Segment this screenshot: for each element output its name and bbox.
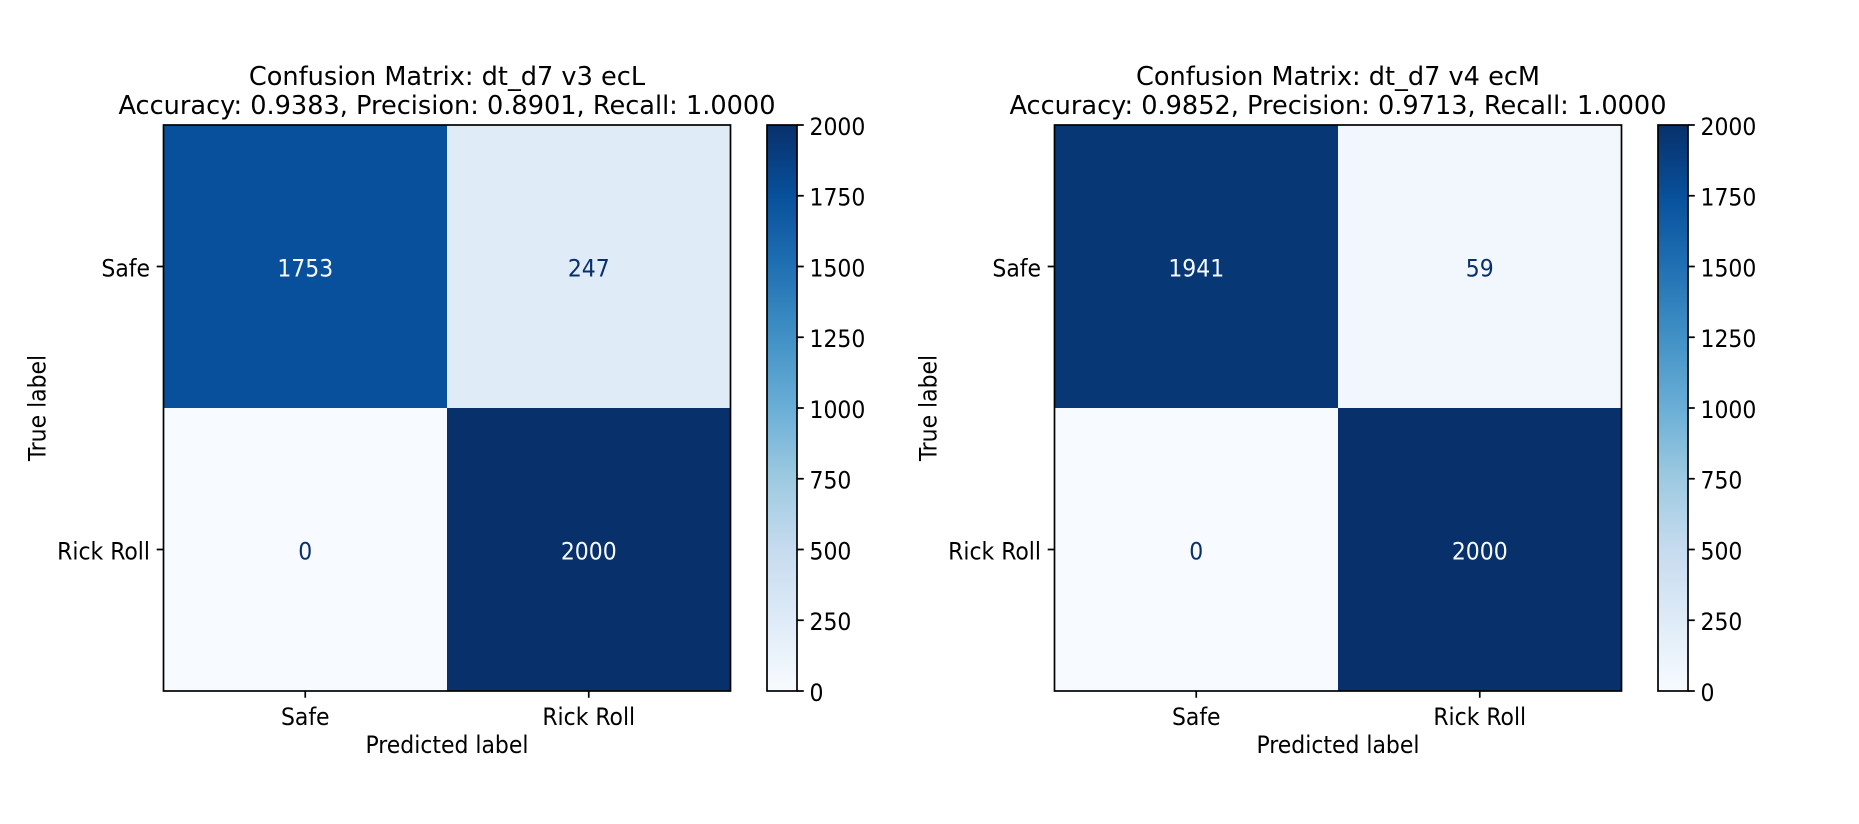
axes-border (162, 124, 732, 692)
plot-title: Confusion Matrix: dt_d7 v3 ecL (249, 62, 646, 92)
colorbar-tick-label: 1000 (810, 395, 866, 424)
colorbar-tick-label: 1250 (810, 324, 866, 353)
heatmap-cell (1054, 125, 1338, 408)
colorbar-tick-label: 500 (1701, 536, 1743, 565)
colorbar-tick-label: 1750 (1701, 183, 1757, 212)
colorbar-tick-label: 2000 (810, 112, 866, 141)
y-tick-label: Safe (101, 253, 150, 282)
colorbar-tick-label: 250 (1701, 607, 1743, 636)
y-tick-label: Safe (992, 253, 1041, 282)
plot-subtitle: Accuracy: 0.9383, Precision: 0.8901, Rec… (118, 91, 775, 121)
colorbar (1658, 125, 1688, 691)
colorbar-tick-label: 1750 (810, 183, 866, 212)
x-axis-label: Predicted label (1257, 730, 1420, 759)
x-tick-label: Safe (1172, 702, 1221, 731)
heatmap-cell (447, 408, 731, 691)
plot-title: Confusion Matrix: dt_d7 v4 ecM (1136, 62, 1540, 92)
heatmap-cell (1338, 125, 1622, 408)
panel-right: Confusion Matrix: dt_d7 v4 ecM Accuracy:… (914, 62, 1757, 759)
y-axis-label: True label (914, 355, 943, 462)
colorbar-tick-marks (797, 124, 804, 692)
axis-tick-marks (1047, 265, 1481, 698)
heatmap-cell (1338, 408, 1622, 691)
cell-value: 2000 (1452, 536, 1508, 565)
colorbar-tick-label: 1000 (1701, 395, 1757, 424)
x-tick-label: Safe (281, 702, 330, 731)
heatmap-cell (447, 125, 731, 408)
panel-left: Confusion Matrix: dt_d7 v3 ecL Accuracy:… (23, 62, 866, 759)
cell-value: 0 (1189, 536, 1203, 565)
colorbar-tick-label: 750 (810, 466, 852, 495)
y-tick-label: Rick Roll (948, 536, 1041, 565)
colorbar-tick-label: 500 (810, 536, 852, 565)
colorbar-tick-label: 1500 (1701, 253, 1757, 282)
colorbar-tick-label: 2000 (1701, 112, 1757, 141)
cell-value: 2000 (561, 536, 617, 565)
colorbar-tick-label: 250 (810, 607, 852, 636)
plot-subtitle: Accuracy: 0.9852, Precision: 0.9713, Rec… (1009, 91, 1666, 121)
colorbar (767, 125, 797, 691)
heatmap-cell (1054, 408, 1338, 691)
colorbar-tick-label: 0 (810, 678, 824, 707)
heatmap-cell (163, 408, 447, 691)
cell-value: 1941 (1168, 253, 1224, 282)
colorbar-tick-label: 0 (1701, 678, 1715, 707)
colorbar-tick-label: 750 (1701, 466, 1743, 495)
cell-value: 1753 (277, 253, 333, 282)
axis-tick-marks (156, 265, 590, 698)
cell-value: 0 (298, 536, 312, 565)
x-tick-label: Rick Roll (542, 702, 635, 731)
x-axis-label: Predicted label (366, 730, 529, 759)
x-tick-label: Rick Roll (1433, 702, 1526, 731)
cell-value: 247 (568, 253, 610, 282)
cell-value: 59 (1466, 253, 1494, 282)
axes-border (1053, 124, 1623, 692)
heatmap-cell (163, 125, 447, 408)
colorbar-tick-label: 1250 (1701, 324, 1757, 353)
colorbar-tick-label: 1500 (810, 253, 866, 282)
y-axis-label: True label (23, 355, 52, 462)
y-tick-label: Rick Roll (57, 536, 150, 565)
colorbar-tick-marks (1688, 124, 1695, 692)
